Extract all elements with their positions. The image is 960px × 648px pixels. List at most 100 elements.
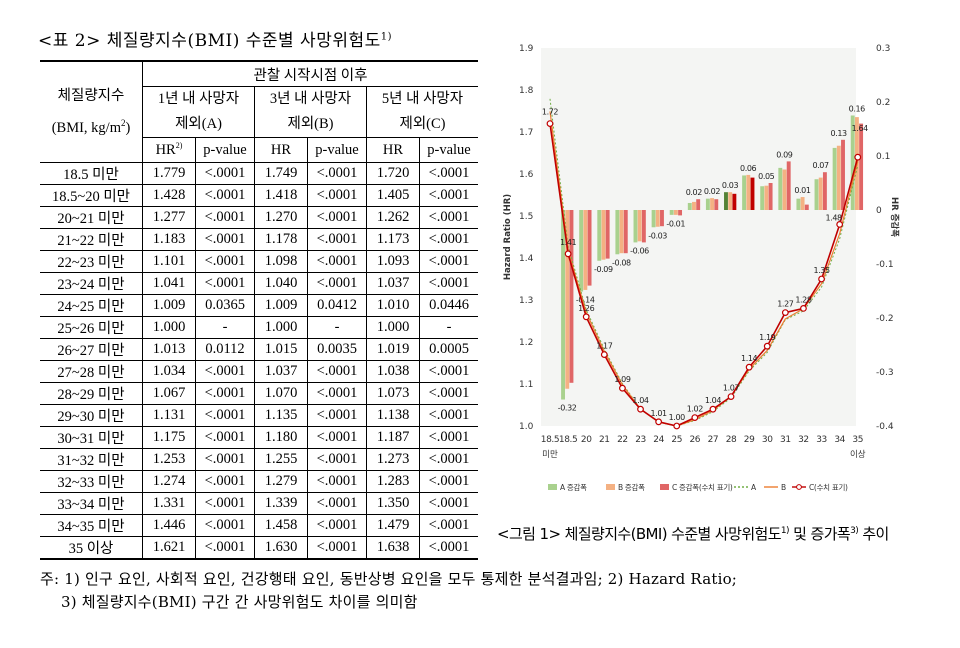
hr-cell: 1.405 xyxy=(366,184,420,207)
bmi-hazard-table: 체질량지수 (BMI, kg/m2) 관찰 시작시점 이후 1년 내 사망자 제외… xyxy=(40,60,478,560)
hr-cell: 1.037 xyxy=(254,360,308,383)
hr-cell: 1.178 xyxy=(254,228,308,251)
bar-b xyxy=(800,197,805,210)
bar-value-label: -0.32 xyxy=(558,404,577,413)
bar-value-label: -0.08 xyxy=(612,258,631,267)
bar-a xyxy=(724,192,728,210)
y2-tick-label: 0.2 xyxy=(876,98,890,108)
x-tick-label: 23 xyxy=(635,435,646,445)
bmi-range-cell: 27~28 미만 xyxy=(40,360,143,383)
line-c-value-label: 1.00 xyxy=(669,413,686,422)
bmi-range-cell: 21~22 미만 xyxy=(40,228,143,251)
bar-c xyxy=(822,172,827,210)
bar-b xyxy=(583,210,588,290)
bar-value-label: -0.14 xyxy=(576,296,595,305)
line-c-value-label: 1.27 xyxy=(777,300,794,309)
pvalue-cell: <.0001 xyxy=(419,228,478,251)
bar-a xyxy=(832,147,837,210)
bmi-column-header: 체질량지수 (BMI, kg/m2) xyxy=(40,60,143,163)
bmi-range-cell: 34~35 미만 xyxy=(40,514,143,537)
bar-a xyxy=(615,210,620,255)
hr-cell: 1.040 xyxy=(254,272,308,295)
bar-c xyxy=(587,210,592,286)
pvalue-cell: <.0001 xyxy=(195,184,255,207)
hr-cell: 1.013 xyxy=(142,338,196,361)
hr-cell: 1.339 xyxy=(254,492,308,515)
bar-b xyxy=(710,198,715,210)
pvalue-cell: <.0001 xyxy=(307,448,367,471)
y-axis-title: Hazard Ratio (HR) xyxy=(503,194,513,280)
pvalue-cell: <.0001 xyxy=(307,426,367,449)
bmi-range-cell: 35 이상 xyxy=(40,536,143,560)
x-tick-label: 32 xyxy=(798,435,809,445)
bmi-range-cell: 32~33 미만 xyxy=(40,470,143,493)
hr-cell: 1.274 xyxy=(142,470,196,493)
hr-cell: 1.009 xyxy=(142,294,196,317)
line-c-value-label: 1.64 xyxy=(852,124,869,133)
pvalue-cell: <.0001 xyxy=(419,206,478,229)
y-tick-label: 1.3 xyxy=(519,296,533,306)
bmi-range-cell: 22~23 미만 xyxy=(40,250,143,273)
x-tick-label: 34 xyxy=(834,435,845,445)
legend-swatch xyxy=(660,484,669,490)
y2-axis-title: HR 증감폭 xyxy=(889,197,900,237)
bar-b xyxy=(619,210,624,254)
pvalue-cell: <.0001 xyxy=(307,272,367,295)
x-tick-sublabel-first: 미만 xyxy=(542,450,558,460)
pvalue-cell: - xyxy=(195,316,255,339)
pvalue-cell: <.0001 xyxy=(307,382,367,405)
x-tick-label: 25 xyxy=(671,435,682,445)
y2-tick-label: -0.2 xyxy=(876,314,894,324)
hr-cell: 1.098 xyxy=(254,250,308,273)
bar-c xyxy=(732,193,737,210)
pvalue-cell: 0.0446 xyxy=(419,294,478,317)
pvalue-cell: <.0001 xyxy=(419,426,478,449)
line-c-value-label: 1.41 xyxy=(560,238,577,247)
y2-tick-label: 0.1 xyxy=(876,152,890,162)
hr-cell: 1.000 xyxy=(254,316,308,339)
pvalue-cell: <.0001 xyxy=(307,536,367,560)
y2-tick-label: -0.4 xyxy=(876,422,894,432)
line-c-point xyxy=(600,351,608,359)
legend-label: B 증감폭 xyxy=(618,482,645,492)
legend-label: C 증감폭(수치 표기) xyxy=(672,482,733,492)
table-row: 33~34 미만 1.331 <.0001 1.339 <.0001 1.350 <.000… xyxy=(40,492,478,515)
pvalue-cell: <.0001 xyxy=(419,272,478,295)
group-header: 관찰 시작시점 이후 xyxy=(142,60,478,87)
hr-cell: 1.010 xyxy=(366,294,420,317)
x-tick-label: 28 xyxy=(726,435,737,445)
pvalue-cell: <.0001 xyxy=(419,360,478,383)
pvalue-cell: <.0001 xyxy=(419,536,478,560)
pvalue-cell: <.0001 xyxy=(195,426,255,449)
table-row: 27~28 미만 1.034 <.0001 1.037 <.0001 1.038 <.000… xyxy=(40,360,478,383)
bar-c xyxy=(623,210,628,254)
hr-cell: 1.034 xyxy=(142,360,196,383)
hr-cell: 1.262 xyxy=(366,206,420,229)
bar-b xyxy=(782,169,787,210)
bmi-range-cell: 18.5~20 미만 xyxy=(40,184,143,207)
y-tick-label: 1.6 xyxy=(519,170,534,180)
y-tick-label: 1.8 xyxy=(519,86,534,96)
bar-b xyxy=(764,185,769,210)
pvalue-cell: <.0001 xyxy=(195,162,255,185)
bar-c xyxy=(859,123,864,210)
table-row: 29~30 미만 1.131 <.0001 1.135 <.0001 1.138 <.000… xyxy=(40,404,478,427)
y-tick-label: 1.4 xyxy=(519,254,534,264)
hr-cell: 1.418 xyxy=(254,184,308,207)
bar-c xyxy=(768,183,773,210)
footnote-line2: 3) 체질량지수(BMI) 구간 간 사망위험도 차이를 의미함 xyxy=(61,593,418,611)
bmi-range-cell: 29~30 미만 xyxy=(40,404,143,427)
line-c xyxy=(549,123,859,427)
line-c-point xyxy=(854,153,862,161)
hr-cell: 1.458 xyxy=(254,514,308,537)
bar-a xyxy=(778,167,783,210)
bmi-range-cell: 33~34 미만 xyxy=(40,492,143,515)
table-row: 32~33 미만 1.274 <.0001 1.279 <.0001 1.283 <.000… xyxy=(40,470,478,493)
y2-tick-label: -0.3 xyxy=(876,368,894,378)
hr-cell: 1.038 xyxy=(366,360,420,383)
bar-value-label: -0.06 xyxy=(630,246,649,255)
pvalue-cell: - xyxy=(419,316,478,339)
x-tick-label: 26 xyxy=(689,435,700,445)
bmi-range-cell: 25~26 미만 xyxy=(40,316,143,339)
x-tick-label: 20 xyxy=(581,435,592,445)
